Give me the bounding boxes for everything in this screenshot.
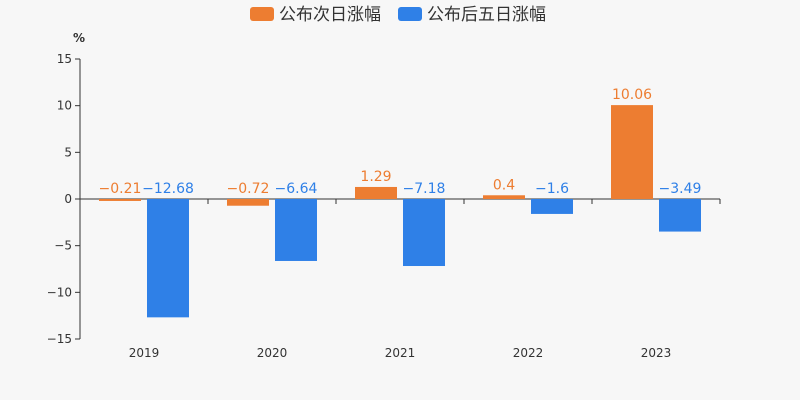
data-label: −3.49 [659, 181, 702, 197]
bar-series-2 [531, 199, 573, 214]
legend-swatch [250, 7, 274, 21]
y-axis-unit: % [73, 31, 85, 45]
axes: 15 10 5 0 −5 −10 −15 2019 2020 2021 2022 2023 [47, 52, 721, 360]
bar-series-1 [483, 195, 525, 199]
y-tick-label: 15 [57, 52, 72, 66]
data-label: −12.68 [142, 181, 194, 197]
bar-series-1 [99, 199, 141, 201]
chart-legend: 公布次日涨幅 公布后五日涨幅 [250, 5, 546, 25]
x-tick-label: 2021 [385, 346, 416, 360]
x-tick-label: 2019 [129, 346, 160, 360]
data-label: −7.18 [403, 181, 446, 197]
data-label: −6.64 [275, 181, 318, 197]
legend-swatch [398, 7, 422, 21]
bar-series-2 [659, 199, 701, 232]
bars [99, 105, 701, 318]
y-tick-label: 10 [57, 99, 72, 113]
bar-series-1 [611, 105, 653, 199]
data-label: 10.06 [612, 87, 652, 103]
data-label: −1.6 [535, 181, 569, 197]
y-tick-label: −15 [47, 332, 72, 346]
bar-series-2 [403, 199, 445, 267]
data-label: 0.4 [493, 177, 515, 193]
data-labels: −0.21 −12.68 −0.72 −6.64 1.29 −7.18 0.4 −1.6 10.… [99, 87, 702, 197]
y-tick-label: 0 [64, 192, 72, 206]
data-label: 1.29 [360, 169, 391, 185]
bar-series-1 [227, 199, 269, 206]
data-label: −0.72 [227, 181, 270, 197]
y-tick-label: 5 [64, 145, 72, 159]
bar-series-2 [275, 199, 317, 261]
y-tick-label: −5 [54, 239, 72, 253]
y-tick-label: −10 [47, 285, 72, 299]
bar-series-2 [147, 199, 189, 318]
x-tick-label: 2020 [257, 346, 288, 360]
bar-series-1 [355, 186, 397, 199]
legend-label: 公布后五日涨幅 [427, 5, 546, 25]
x-tick-label: 2023 [641, 346, 672, 360]
data-label: −0.21 [99, 181, 142, 197]
x-tick-label: 2022 [513, 346, 544, 360]
legend-label: 公布次日涨幅 [279, 5, 381, 25]
